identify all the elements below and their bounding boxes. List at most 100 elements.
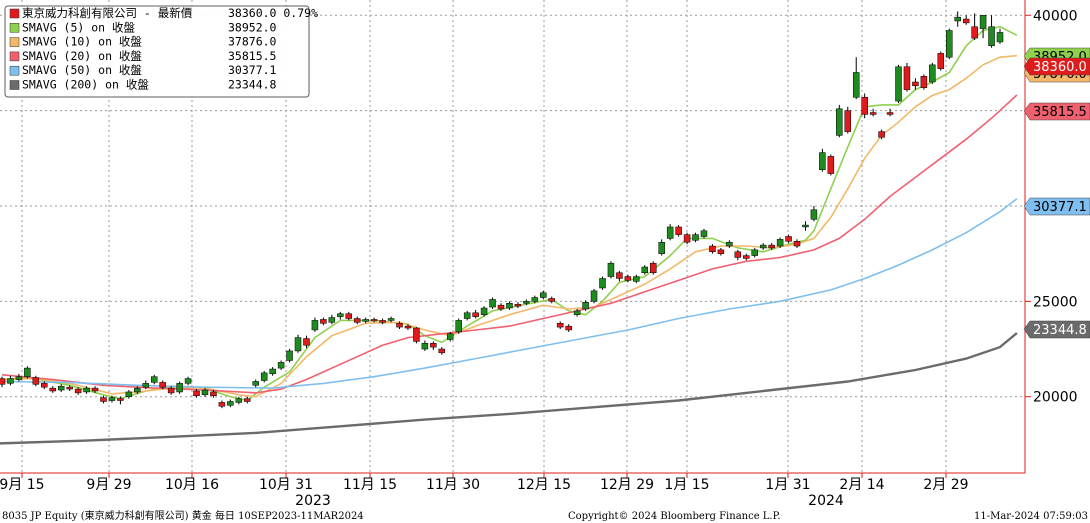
legend-swatch: [9, 51, 20, 62]
candle-body: [328, 317, 336, 323]
candle-65: [548, 296, 555, 304]
last-value-tags: 38952.037876.038360.035815.530377.123344…: [1023, 47, 1090, 339]
x-tick-label-8: 1月 15: [664, 477, 709, 493]
candle-70: [590, 288, 598, 304]
candle-body: [523, 301, 530, 304]
candle-body: [303, 338, 310, 346]
candle-body: [531, 297, 539, 302]
candle-5: [41, 381, 48, 390]
last-value-tag-4: 30377.1: [1023, 197, 1090, 216]
candle-body: [159, 382, 166, 388]
candle-74: [624, 274, 632, 283]
candle-body: [396, 323, 403, 328]
candle-57: [480, 306, 488, 317]
candle-body: [24, 367, 31, 377]
candle-body: [269, 368, 276, 375]
candle-body: [869, 112, 877, 115]
last-value-tag-5: 23344.8: [1023, 320, 1090, 339]
x-tick-label-0: 9月 15: [0, 477, 45, 493]
tag-text: 23344.8: [1033, 323, 1087, 338]
legend-swatch: [9, 8, 20, 19]
candle-body: [886, 112, 894, 115]
candle-body: [599, 278, 606, 289]
candle-body: [700, 230, 708, 237]
candle-97: [819, 148, 826, 172]
x-tick-label-9: 1月 31: [765, 477, 810, 493]
candle-body: [666, 226, 674, 239]
footer-copyright-text: Copyright© 2024 Bloomberg Finance L.P.: [568, 511, 781, 522]
candle-20: [167, 386, 175, 395]
candle-100: [844, 106, 852, 134]
legend-entry-2: SMAVG (10) on 收盤 37876.0: [9, 35, 277, 49]
candle-body: [387, 318, 395, 321]
candle-12: [100, 395, 107, 404]
candle-body: [353, 318, 361, 323]
legend-swatch: [9, 37, 20, 47]
candle-body: [125, 391, 133, 397]
candle-61: [514, 302, 522, 309]
candle-body: [802, 224, 809, 228]
candle-66: [556, 321, 564, 330]
candle-92: [776, 237, 784, 248]
tag-text: 35815.5: [1033, 105, 1087, 120]
candle-body: [962, 18, 970, 24]
footer: 8035 JP Equity (東京威力科創有限公司) 黄金 毎日 10SEP2…: [2, 509, 1088, 522]
candle-64: [540, 290, 547, 300]
candle-45: [379, 318, 386, 325]
candle-42: [353, 316, 361, 325]
candle-body: [988, 26, 995, 47]
legend-entry-3: SMAVG (20) on 收盤 35815.5: [9, 49, 276, 63]
candle-body: [294, 337, 302, 352]
candle-27: [227, 399, 234, 408]
candle-50: [421, 340, 429, 351]
candle-59: [497, 303, 505, 311]
candle-89: [751, 247, 758, 258]
candle-69: [582, 300, 589, 311]
candle-68: [573, 308, 581, 317]
candle-body: [793, 241, 801, 247]
candle-body: [438, 348, 446, 354]
candle-63: [531, 295, 539, 304]
candle-body: [345, 313, 353, 319]
tag-background: [1023, 320, 1090, 339]
candle-29: [244, 396, 251, 404]
candle-body: [66, 386, 73, 390]
candle-body: [379, 320, 386, 323]
candle-body: [717, 249, 725, 254]
candle-body: [320, 319, 327, 324]
candle-body: [540, 292, 547, 298]
candle-body: [920, 76, 928, 88]
legend-value: 23344.8: [228, 78, 277, 92]
candle-body: [726, 241, 733, 247]
candle-94: [793, 239, 801, 248]
candle-77: [649, 261, 657, 275]
series-line-sma20: [1, 94, 1018, 394]
candle-body: [108, 397, 116, 401]
candle-99: [836, 104, 843, 138]
candle-body: [709, 245, 716, 253]
y-tick-label-1: 25000: [1033, 294, 1078, 310]
candle-body: [827, 156, 835, 174]
candle-101: [852, 57, 860, 100]
candle-body: [979, 15, 987, 29]
candle-body: [768, 244, 775, 249]
candle-116: [979, 15, 987, 39]
candle-body: [91, 387, 99, 392]
candle-60: [506, 301, 513, 310]
candle-body: [362, 319, 369, 322]
candle-body: [235, 398, 243, 403]
candle-body: [692, 234, 699, 241]
candle-body: [0, 378, 6, 385]
tag-text: 38360.0: [1033, 60, 1087, 75]
candle-113: [954, 11, 961, 27]
candle-16: [134, 386, 141, 394]
candle-body: [633, 276, 640, 282]
year-label-1: 2024: [808, 493, 844, 509]
candle-84: [709, 244, 716, 254]
candle-49: [413, 327, 420, 344]
series-line-sma200: [0, 332, 1018, 445]
legend-value: 35815.5: [228, 49, 276, 63]
candle-body: [506, 303, 513, 309]
